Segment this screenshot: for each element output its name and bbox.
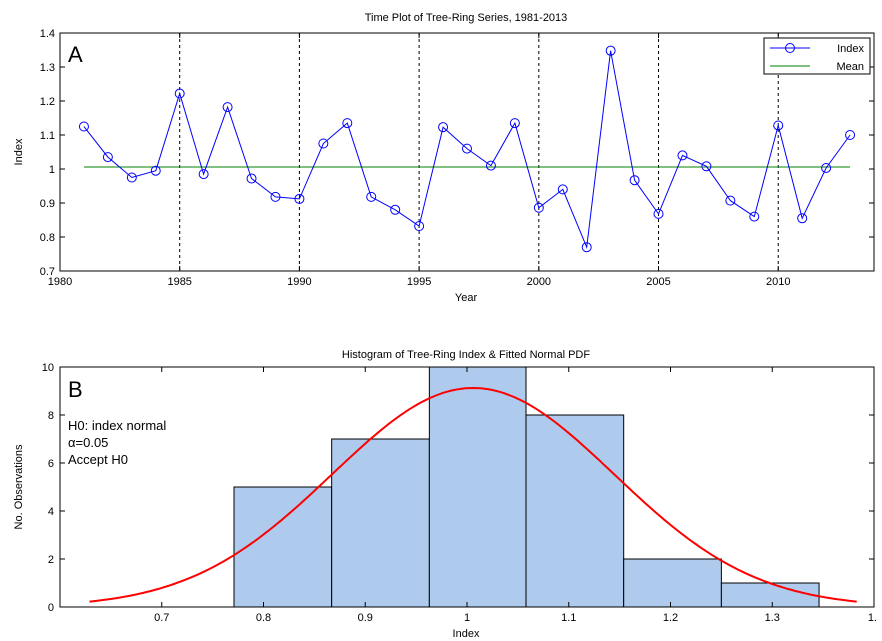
panel-a-label: A [68, 42, 83, 67]
panel-a-legend: Index Mean [763, 37, 871, 75]
x-tick-label: 1980 [48, 276, 72, 288]
panel-a-axes-frame [59, 32, 875, 272]
histogram-bar-6 [720, 582, 820, 608]
y-tick-label: 0.7 [40, 266, 55, 278]
panel-a-time-plot: Time Plot of Tree-Ring Series, 1981-2013… [13, 12, 875, 304]
panel-b-label: B [68, 377, 83, 402]
index-point-2010 [773, 120, 784, 131]
annotation-decision: Accept H0 [68, 452, 128, 467]
index-point-1988 [246, 173, 257, 184]
index-point-1989 [270, 191, 281, 202]
annotation-alpha: α=0.05 [68, 435, 108, 450]
y-tick-label: 6 [48, 458, 54, 470]
legend-index-marker [785, 43, 795, 53]
index-point-1983 [126, 172, 137, 183]
y-tick-label: 0.8 [40, 232, 55, 244]
panel-a-axes-background [60, 33, 874, 271]
y-tick-label: 10 [42, 362, 54, 374]
index-point-2007 [701, 161, 712, 172]
index-point-1994 [390, 204, 401, 215]
y-tick-label: 1.2 [40, 96, 55, 108]
panel-b-x-axis-label: Index [453, 628, 480, 640]
x-tick-label: 1 [464, 612, 470, 624]
x-tick-label: 1.1 [561, 612, 576, 624]
x-tick-label: 2005 [646, 276, 670, 288]
panel-b-histogram: Histogram of Tree-Ring Index & Fitted No… [13, 349, 877, 640]
legend-index-label: Index [837, 43, 864, 55]
index-point-1991 [318, 138, 329, 149]
x-tick-label: 1.3 [765, 612, 780, 624]
panel-a-vertical-gridlines [179, 33, 779, 271]
y-tick-label: 1.1 [40, 130, 55, 142]
panel-a-index-series [78, 45, 856, 253]
x-tick-label: 1990 [287, 276, 311, 288]
y-tick-label: 1.4 [40, 28, 55, 40]
index-point-1984 [150, 165, 161, 176]
index-point-1995 [414, 221, 425, 232]
panel-a-title: Time Plot of Tree-Ring Series, 1981-2013 [365, 12, 568, 24]
panel-b-x-ticks: 0.7 0.8 0.9 1 1.1 1.2 1.3 1. [154, 367, 877, 624]
index-point-1985 [174, 88, 185, 99]
panel-a-x-axis-label: Year [455, 292, 478, 304]
histogram-bar-1 [233, 486, 333, 608]
index-point-1981 [78, 121, 89, 132]
index-point-1986 [198, 169, 209, 180]
index-point-2013 [845, 130, 856, 140]
index-point-2012 [821, 162, 832, 173]
index-point-2005 [653, 208, 664, 219]
index-point-2004 [629, 175, 640, 186]
index-point-2008 [725, 195, 736, 206]
legend-box [763, 37, 871, 75]
index-series-line [83, 50, 851, 250]
index-point-2002 [581, 242, 592, 253]
histogram-bar-3 [428, 366, 527, 608]
x-tick-label: 0.7 [154, 612, 169, 624]
panel-b-title: Histogram of Tree-Ring Index & Fitted No… [342, 349, 590, 361]
index-point-1993 [366, 191, 377, 202]
index-point-2009 [749, 211, 760, 222]
y-tick-label: 0 [48, 602, 54, 614]
x-tick-label: 2000 [527, 276, 551, 288]
panel-b-bars [233, 366, 820, 608]
panel-b-y-axis-label: No. Observations [13, 444, 25, 529]
y-tick-label: 1 [49, 164, 55, 176]
legend-mean-label: Mean [836, 61, 864, 73]
normal-pdf-curve [89, 386, 857, 603]
index-point-2001 [557, 184, 568, 195]
index-point-1998 [485, 160, 496, 171]
x-tick-label: 0.9 [358, 612, 373, 624]
panel-b-axes-frame [59, 366, 875, 608]
index-point-1987 [222, 102, 233, 113]
index-point-2011 [797, 213, 808, 224]
panel-a-y-axis-label: Index [13, 138, 25, 165]
index-point-2003 [605, 45, 616, 56]
x-tick-label: 2010 [766, 276, 790, 288]
x-tick-label: 0.8 [256, 612, 271, 624]
histogram-bar-4 [525, 414, 625, 608]
annotation-hypothesis: H0: index normal [68, 418, 166, 433]
y-tick-label: 4 [48, 506, 54, 518]
panel-b-normal-curve [89, 386, 857, 603]
histogram-bar-5 [623, 558, 722, 608]
index-point-1990 [294, 193, 305, 204]
index-point-1992 [342, 118, 353, 129]
x-tick-label: 1985 [167, 276, 191, 288]
y-tick-label: 2 [48, 554, 54, 566]
panel-a-x-ticks: 1980 1985 1990 1995 2000 2005 2010 [48, 33, 790, 288]
index-point-1996 [438, 122, 449, 133]
index-point-1999 [509, 118, 520, 129]
y-tick-label: 8 [48, 410, 54, 422]
index-point-1997 [462, 143, 472, 154]
index-point-2000 [533, 202, 544, 213]
x-tick-label: 1995 [407, 276, 431, 288]
x-tick-label: 1. [868, 612, 877, 624]
x-tick-label: 1.2 [663, 612, 678, 624]
y-tick-label: 1.3 [40, 62, 55, 74]
index-point-1982 [102, 152, 113, 163]
histogram-bar-2 [331, 438, 430, 608]
index-point-2006 [677, 150, 688, 161]
panel-a-y-ticks: 0.7 0.8 0.9 1 1.1 1.2 1.3 1.4 [40, 28, 874, 278]
y-tick-label: 0.9 [40, 198, 55, 210]
